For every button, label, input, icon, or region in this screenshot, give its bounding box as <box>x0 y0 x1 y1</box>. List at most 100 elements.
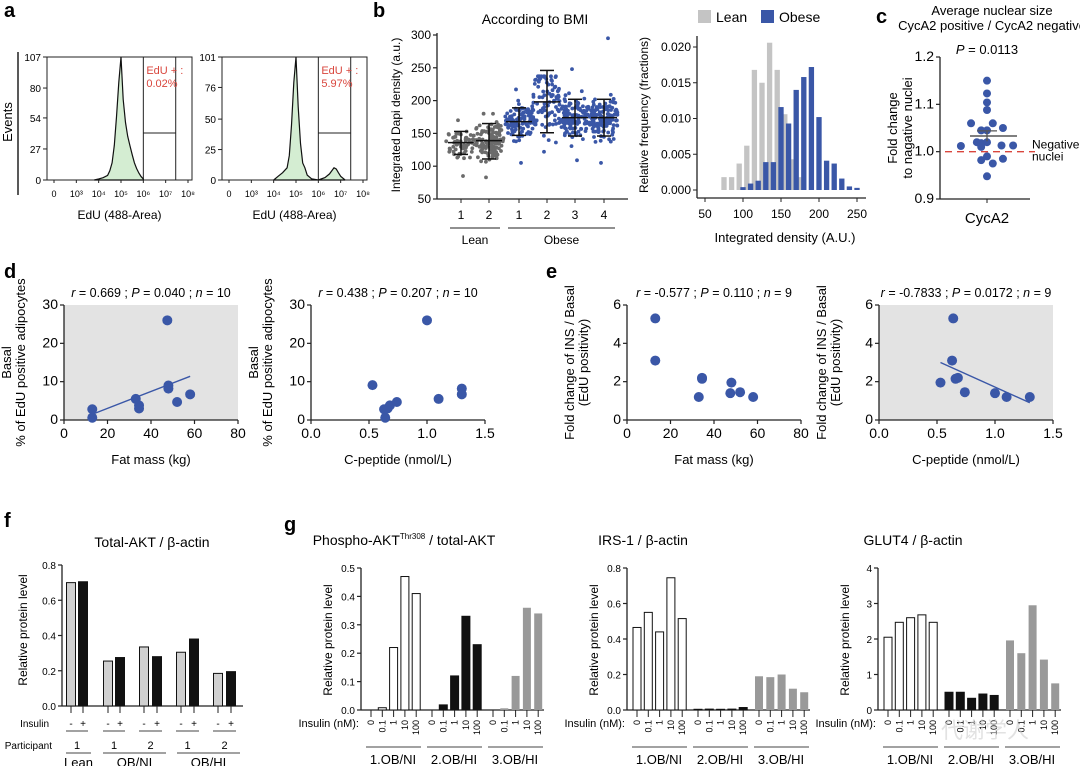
dapi-dot <box>542 105 547 109</box>
dapi-dot <box>611 123 616 127</box>
panel-label-c: c <box>876 6 887 28</box>
dapi-dot <box>506 125 511 130</box>
density-x-tick-label: 150 <box>771 207 791 221</box>
dapi-dot <box>506 131 510 135</box>
dapi-dot <box>494 131 499 136</box>
irs1-group-label: 2.OB/HI <box>697 752 743 766</box>
irs1-bar <box>704 708 714 711</box>
phospho-akt-bar <box>411 593 421 711</box>
phospho-akt-bar <box>522 607 531 710</box>
density-bar-lean <box>751 69 758 190</box>
flow-plot-2-x-tick-label: 10⁵ <box>289 189 303 199</box>
fat-mass-edu-x-tick-label: 40 <box>143 425 159 441</box>
cpeptide-ins-x-tick-label: 1.5 <box>1043 425 1063 441</box>
dapi-dot <box>607 118 611 123</box>
phospho-akt-bar <box>472 644 482 711</box>
dapi-dot <box>517 138 522 143</box>
cpeptide-ins-y-tick-label: 6 <box>865 296 873 312</box>
phospho-akt-bar <box>400 576 410 711</box>
irs1-dose-label: 0 <box>693 720 703 725</box>
dapi-dot <box>528 109 533 114</box>
density-bar-obese <box>785 123 792 190</box>
fat-mass-edu-point <box>87 404 98 415</box>
dapi-dot <box>582 96 587 101</box>
irs1-dose-label: 0 <box>754 720 764 725</box>
irs1-bar <box>755 676 763 710</box>
dapi-dot <box>557 116 561 121</box>
flow-plot-2-x-tick-label: 10³ <box>245 189 258 199</box>
phospho-akt-y-tick-label: 0.5 <box>341 564 355 575</box>
glut4-y-tick-label: 0 <box>866 706 872 717</box>
fat-mass-ins-point <box>726 377 737 388</box>
flow-plot-2-x-tick-label: 10⁷ <box>334 189 347 199</box>
total-akt-bar <box>103 660 113 707</box>
dapi-dot <box>593 140 598 144</box>
nuclear-size-y-tick-label: 0.9 <box>915 190 935 206</box>
legend-lean-label: Lean <box>716 9 747 25</box>
dapi-dot <box>542 133 546 138</box>
glut4-bar <box>894 621 904 711</box>
glut4-dose-label: 1 <box>967 720 977 725</box>
dapi-dot <box>584 112 589 117</box>
irs1-group-label: 3.OB/HI <box>758 752 804 766</box>
irs1-insulin-label: Insulin (nM): <box>564 718 625 730</box>
nuclear-size-y-label-2: to nagative nuclei <box>900 77 915 178</box>
nuclear-size-point <box>983 172 991 181</box>
total-akt-bar <box>213 672 223 707</box>
fat-mass-edu-x-tick-label: 60 <box>187 425 203 441</box>
density-bar-obese <box>831 163 837 190</box>
dapi-dot <box>611 97 616 101</box>
dapi-dot <box>484 159 488 164</box>
dapi-dot <box>490 127 495 132</box>
cpeptide-ins-y-tick-label: 4 <box>865 334 873 350</box>
dapi-dot <box>553 118 557 123</box>
dapi-dot <box>480 141 485 146</box>
glut4-chart: GLUT4 / β-actin 0 1 2 3 4 Relative protein lev… <box>815 532 1061 766</box>
flow-plot-2-y-tick-label: 25 <box>205 146 217 157</box>
irs1-chart: IRS-1 / β-actin 0.0 0.2 0.4 0.6 0.8 Relative p… <box>564 532 810 766</box>
flow-plot-1-y-tick-label: 27 <box>30 145 42 156</box>
dapi-dot <box>579 89 584 94</box>
phospho-akt-dose-label: 10 <box>400 720 410 730</box>
dapi-dot <box>521 126 526 131</box>
dapi-dot <box>446 132 451 136</box>
dapi-dot <box>593 97 597 102</box>
dapi-dot <box>469 150 474 154</box>
dapi-dot <box>508 123 513 128</box>
cpeptide-ins-point <box>952 372 963 383</box>
nuclear-size-point <box>997 141 1006 150</box>
nuclear-size-point <box>1009 141 1018 150</box>
dapi-dot <box>568 101 573 106</box>
density-x-tick-label: 100 <box>733 207 753 221</box>
dapi-dot <box>547 123 551 127</box>
dapi-dot <box>593 112 598 117</box>
dapi-dot <box>570 113 575 118</box>
dapi-dot <box>585 105 589 110</box>
fat-mass-edu-x-tick-label: 0 <box>60 425 68 441</box>
participant-number: 1 <box>74 740 80 752</box>
dapi-dot <box>530 126 535 131</box>
nuclear-size-point <box>983 98 991 107</box>
glut4-y-tick-label: 3 <box>866 600 872 611</box>
irs1-y-tick-label: 0.2 <box>607 671 621 682</box>
total-akt-insulin-sign: - <box>106 719 109 730</box>
dapi-dot <box>581 137 585 142</box>
cpeptide-edu-y-tick-label: 0 <box>297 411 305 427</box>
flow-plot-1-x-tick-label: 10⁸ <box>181 189 195 199</box>
dapi-dot <box>481 111 486 116</box>
dapi-dot <box>508 109 513 113</box>
irs1-y-tick-label: 0.8 <box>607 564 621 575</box>
density-bar-obese <box>793 89 799 190</box>
dapi-dot-min <box>519 161 523 165</box>
glut4-bar <box>944 691 954 711</box>
reference-label-2: nuclei <box>1032 150 1063 164</box>
irs1-dose-label: 100 <box>799 720 809 735</box>
cpeptide-edu-y-label-2: % of EdU positive adipocytes <box>260 278 275 447</box>
fat-mass-ins-point <box>650 313 661 324</box>
glut4-bar <box>978 693 988 711</box>
dapi-dot <box>526 113 531 118</box>
flow-plot-1-y-tick-label: 0 <box>35 176 41 187</box>
cpeptide-edu-x-tick-label: 0.0 <box>301 425 321 441</box>
flow-plot-2-x-label: EdU (488-Area) <box>252 208 336 222</box>
irs1-dose-label: 0.1 <box>643 720 653 733</box>
